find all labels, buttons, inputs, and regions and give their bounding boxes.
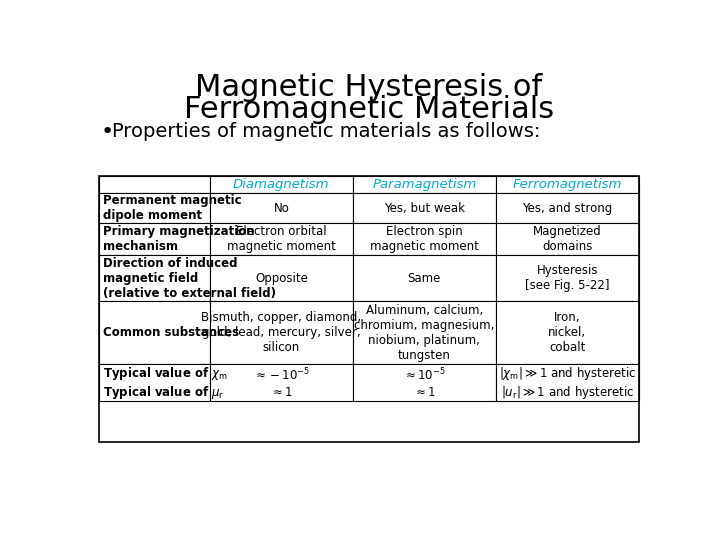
Text: Yes, and strong: Yes, and strong [522, 201, 612, 214]
Bar [210, 255, 353, 301]
Bar [210, 193, 353, 222]
Text: Aluminum, calcium,
chromium, magnesium,
niobium, platinum,
tungsten: Aluminum, calcium, chromium, magnesium, … [354, 304, 495, 362]
Bar [353, 255, 496, 301]
Text: Opposite: Opposite [255, 272, 307, 285]
Bar [353, 193, 496, 222]
Bar [353, 222, 496, 255]
Bar [99, 177, 210, 193]
Text: Primary magnetization
mechanism: Primary magnetization mechanism [103, 225, 255, 253]
Bar [99, 364, 210, 401]
Bar [496, 177, 639, 193]
Bar [496, 193, 639, 222]
Text: $|\chi_{\mathrm{m}}| \gg 1$ and hysteretic
$|u_{\mathrm{r}}| \gg 1$ and hysteret: $|\chi_{\mathrm{m}}| \gg 1$ and hysteret… [499, 364, 636, 401]
Text: $\approx 10^{-5}$
$\approx 1$: $\approx 10^{-5}$ $\approx 1$ [403, 367, 446, 399]
Text: Electron orbital
magnetic moment: Electron orbital magnetic moment [227, 225, 336, 253]
Text: Yes, but weak: Yes, but weak [384, 201, 465, 214]
Bar [210, 301, 353, 365]
Bar [496, 364, 639, 401]
Text: Paramagnetism: Paramagnetism [372, 178, 477, 191]
Bar [99, 222, 210, 255]
Text: $\approx -10^{-5}$
$\approx 1$: $\approx -10^{-5}$ $\approx 1$ [253, 367, 310, 399]
Text: Typical value of $\chi_{\mathrm{m}}$
Typical value of $\mu_{\mathrm{r}}$: Typical value of $\chi_{\mathrm{m}}$ Typ… [103, 364, 228, 401]
Text: Bismuth, copper, diamond,
gold, lead, mercury, silver,
silicon: Bismuth, copper, diamond, gold, lead, me… [202, 311, 361, 354]
Bar [99, 177, 639, 442]
Bar [99, 301, 210, 365]
Text: Electron spin
magnetic moment: Electron spin magnetic moment [370, 225, 479, 253]
Text: Same: Same [408, 272, 441, 285]
Bar [210, 364, 353, 401]
Text: Common substances: Common substances [103, 326, 239, 339]
Text: •: • [101, 122, 114, 142]
Text: Ferromagnetic Materials: Ferromagnetic Materials [184, 95, 554, 124]
Text: Diamagnetism: Diamagnetism [233, 178, 330, 191]
Bar [210, 177, 353, 193]
Text: Magnetic Hysteresis of: Magnetic Hysteresis of [195, 73, 543, 103]
Text: Hysteresis
[see Fig. 5-22]: Hysteresis [see Fig. 5-22] [525, 264, 609, 292]
Bar [496, 222, 639, 255]
Text: Direction of induced
magnetic field
(relative to external field): Direction of induced magnetic field (rel… [103, 256, 276, 300]
Text: No: No [274, 201, 289, 214]
Bar [353, 177, 496, 193]
Text: Iron,
nickel,
cobalt: Iron, nickel, cobalt [548, 311, 586, 354]
Text: Ferromagnetism: Ferromagnetism [513, 178, 622, 191]
Bar [496, 255, 639, 301]
Bar [496, 301, 639, 365]
Bar [353, 301, 496, 365]
Bar [210, 222, 353, 255]
Text: Permanent magnetic
dipole moment: Permanent magnetic dipole moment [103, 194, 242, 222]
Bar [99, 193, 210, 222]
Text: Magnetized
domains: Magnetized domains [533, 225, 602, 253]
Bar [99, 255, 210, 301]
Text: Properties of magnetic materials as follows:: Properties of magnetic materials as foll… [112, 122, 540, 141]
Bar [353, 364, 496, 401]
